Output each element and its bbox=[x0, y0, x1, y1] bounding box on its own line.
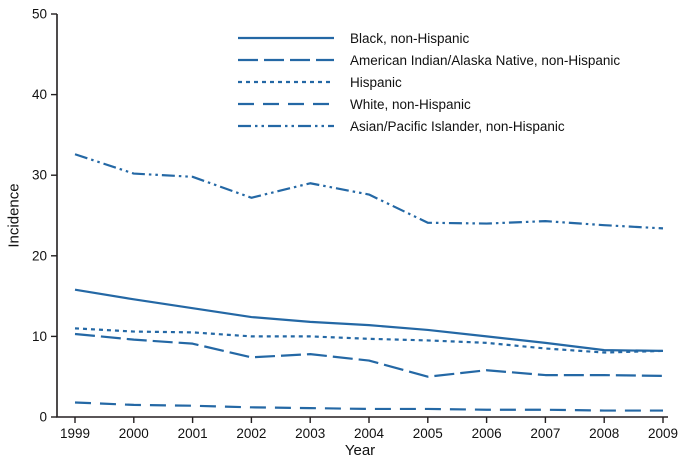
legend-line-sample-short-dash bbox=[238, 80, 334, 84]
x-axis-title: Year bbox=[344, 442, 376, 459]
legend-item-black-non-hispanic: Black, non-Hispanic bbox=[238, 30, 620, 46]
series-line-0 bbox=[74, 288, 664, 353]
y-tick-label: 0 bbox=[39, 410, 47, 425]
x-tick-label: 1999 bbox=[60, 426, 90, 441]
legend-item-white-non-hispanic: White, non-Hispanic bbox=[238, 96, 620, 112]
x-tick-label: 2003 bbox=[295, 426, 325, 441]
legend-line-sample-long-dash bbox=[238, 58, 334, 62]
legend-label: Black, non-Hispanic bbox=[350, 30, 470, 46]
x-tick-label: 2004 bbox=[354, 426, 385, 441]
x-tick-label: 2006 bbox=[472, 426, 502, 441]
legend-label: White, non-Hispanic bbox=[350, 96, 471, 112]
legend-label: Hispanic bbox=[350, 74, 402, 90]
legend: Black, non-Hispanic American Indian/Alas… bbox=[238, 30, 620, 134]
series-line-4 bbox=[74, 153, 664, 230]
y-tick-label: 50 bbox=[32, 7, 47, 22]
y-tick-label: 10 bbox=[32, 329, 47, 344]
series-line-2 bbox=[74, 327, 664, 354]
series-line-1 bbox=[74, 332, 664, 378]
y-axis-title: Incidence bbox=[5, 183, 23, 248]
y-tick-label: 30 bbox=[32, 168, 47, 183]
legend-label: American Indian/Alaska Native, non-Hispa… bbox=[350, 52, 621, 68]
x-tick-label: 2002 bbox=[236, 426, 266, 441]
x-tick-label: 2009 bbox=[648, 426, 678, 441]
legend-line-sample-dash-dot-dot bbox=[238, 124, 334, 128]
x-tick-label: 2008 bbox=[589, 426, 619, 441]
legend-item-asian-pacific-islander: Asian/Pacific Islander, non-Hispanic bbox=[238, 118, 620, 134]
x-tick-label: 2000 bbox=[119, 426, 149, 441]
y-tick-label: 20 bbox=[32, 248, 47, 263]
legend-line-sample-spaced-dash bbox=[238, 102, 334, 106]
x-tick-label: 2001 bbox=[178, 426, 208, 441]
y-tick-label: 40 bbox=[32, 87, 47, 102]
legend-label: Asian/Pacific Islander, non-Hispanic bbox=[350, 118, 565, 134]
legend-item-hispanic: Hispanic bbox=[238, 74, 620, 90]
series-line-3 bbox=[74, 401, 663, 412]
legend-item-american-indian-alaska-native: American Indian/Alaska Native, non-Hispa… bbox=[238, 52, 620, 68]
x-tick-label: 2007 bbox=[530, 426, 560, 441]
legend-line-sample-solid bbox=[238, 36, 334, 40]
x-tick-label: 2005 bbox=[413, 426, 443, 441]
